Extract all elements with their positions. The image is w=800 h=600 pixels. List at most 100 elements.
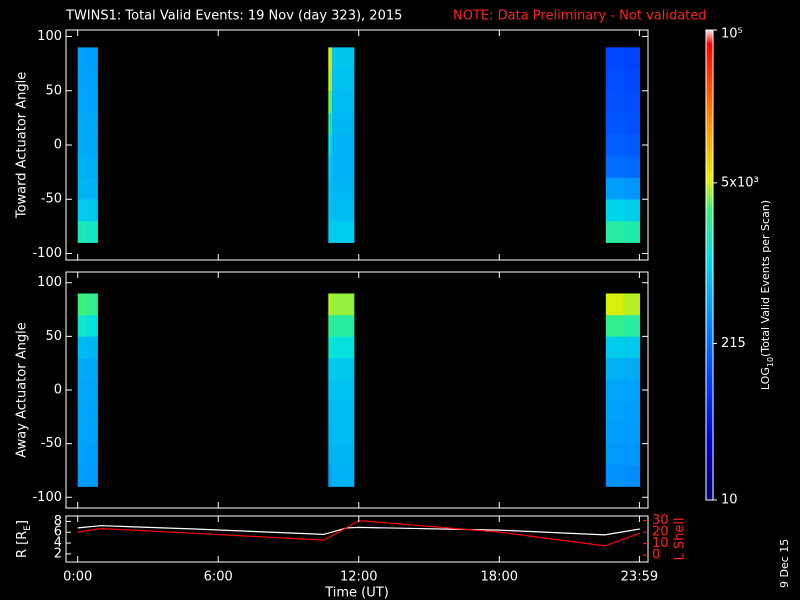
heat-cell — [331, 220, 355, 243]
heat-cell — [77, 199, 88, 222]
heat-cell — [328, 336, 333, 359]
heat-cell — [623, 443, 641, 466]
heat-cell — [331, 199, 355, 222]
heat-cell — [87, 177, 98, 200]
plot-frame — [65, 29, 649, 261]
heat-cell — [605, 379, 624, 402]
y-tick-label: 50 — [45, 83, 62, 98]
heat-cell — [623, 199, 641, 222]
heat-cell — [328, 112, 333, 135]
x-tick-label: 18:00 — [481, 570, 518, 585]
x-tick-label: 6:00 — [204, 570, 233, 585]
heat-cell — [331, 314, 355, 337]
y-tick-label: 100 — [37, 29, 62, 44]
y2-tick-label: 30 — [652, 513, 669, 528]
heat-cell — [328, 314, 333, 337]
heat-cell — [87, 443, 98, 466]
heat-cell — [77, 112, 88, 135]
colorbar-tick-label: 10⁵ — [721, 27, 743, 42]
heat-cell — [87, 379, 98, 402]
heat-cell — [623, 293, 641, 316]
heat-cell — [328, 155, 333, 178]
heat-cell — [605, 220, 624, 243]
y2-axis-label: L Shell — [673, 517, 688, 560]
heat-cell — [331, 47, 355, 70]
y-tick-label: -50 — [41, 436, 62, 451]
heat-cell — [623, 112, 641, 135]
y-tick-label: 0 — [54, 138, 62, 153]
plot-frame — [65, 515, 649, 563]
y2-tick-label: 0 — [652, 548, 660, 563]
heat-cell — [623, 379, 641, 402]
heat-cell — [623, 177, 641, 200]
heat-cell — [87, 336, 98, 359]
heat-cell — [605, 400, 624, 423]
heat-cell — [77, 90, 88, 113]
colorbar-tick-label: 215 — [721, 336, 746, 351]
heat-cell — [331, 465, 355, 487]
heat-cell — [328, 293, 333, 316]
heat-cell — [328, 90, 333, 113]
y-tick-label: 50 — [45, 329, 62, 344]
heat-cell — [77, 357, 88, 380]
x-tick-label: 23:59 — [621, 570, 658, 585]
y-axis-label-part: ] — [15, 520, 30, 525]
heat-cell — [331, 422, 355, 444]
heat-cell — [77, 422, 88, 444]
y-axis-label-part: E — [23, 525, 33, 531]
y-tick-label: 100 — [37, 275, 62, 290]
heat-cell — [328, 379, 333, 402]
heat-cell — [328, 422, 333, 444]
x-tick-label: 0:00 — [63, 570, 92, 585]
heat-cell — [605, 357, 624, 380]
heat-cell — [623, 465, 641, 487]
heat-cell — [623, 336, 641, 359]
heat-cell — [87, 220, 98, 243]
colorbar-tick-label: 5x10³ — [721, 175, 759, 190]
heat-cell — [77, 400, 88, 423]
heat-cell — [77, 69, 88, 92]
heat-cell — [605, 69, 624, 92]
heat-cell — [605, 177, 624, 200]
heat-cell — [623, 69, 641, 92]
heat-cell — [77, 220, 88, 243]
heat-cell — [77, 47, 88, 70]
colorbar-label-part: (Total Valid Events per Scan) — [759, 200, 772, 357]
heat-cell — [331, 69, 355, 92]
heat-cell — [77, 336, 88, 359]
heat-cell — [87, 90, 98, 113]
y2-tick-label: 20 — [652, 525, 669, 540]
y-tick-label: 2 — [54, 546, 62, 561]
heat-cell — [331, 400, 355, 423]
heat-cell — [77, 314, 88, 337]
heat-cell — [328, 220, 333, 243]
heat-cell — [328, 443, 333, 466]
y-tick-label: 0 — [54, 383, 62, 398]
heat-cell — [605, 47, 624, 70]
colorbar-label-part: LOG — [759, 367, 772, 390]
heat-cell — [87, 47, 98, 70]
heat-cell — [87, 112, 98, 135]
heat-cell — [328, 47, 333, 70]
y-tick-label: -50 — [41, 192, 62, 207]
heat-cell — [331, 443, 355, 466]
heat-cell — [87, 314, 98, 337]
heat-cell — [605, 134, 624, 157]
heat-cell — [87, 400, 98, 423]
heat-cell — [87, 134, 98, 157]
heat-cell — [87, 422, 98, 444]
heat-cell — [328, 199, 333, 222]
heat-cell — [87, 357, 98, 380]
heat-cell — [623, 422, 641, 444]
y-tick-label: -100 — [32, 490, 62, 505]
y-axis-label-part: R [R — [15, 531, 30, 558]
y-axis-label: Toward Actuator Angle — [15, 72, 30, 219]
heat-cell — [328, 400, 333, 423]
y-axis-label: R [RE] — [15, 520, 33, 558]
chart-title: TWINS1: Total Valid Events: 19 Nov (day … — [65, 9, 402, 24]
y2-tick-label: 10 — [652, 536, 669, 551]
x-axis-label: Time (UT) — [324, 586, 389, 600]
heat-cell — [77, 293, 88, 316]
